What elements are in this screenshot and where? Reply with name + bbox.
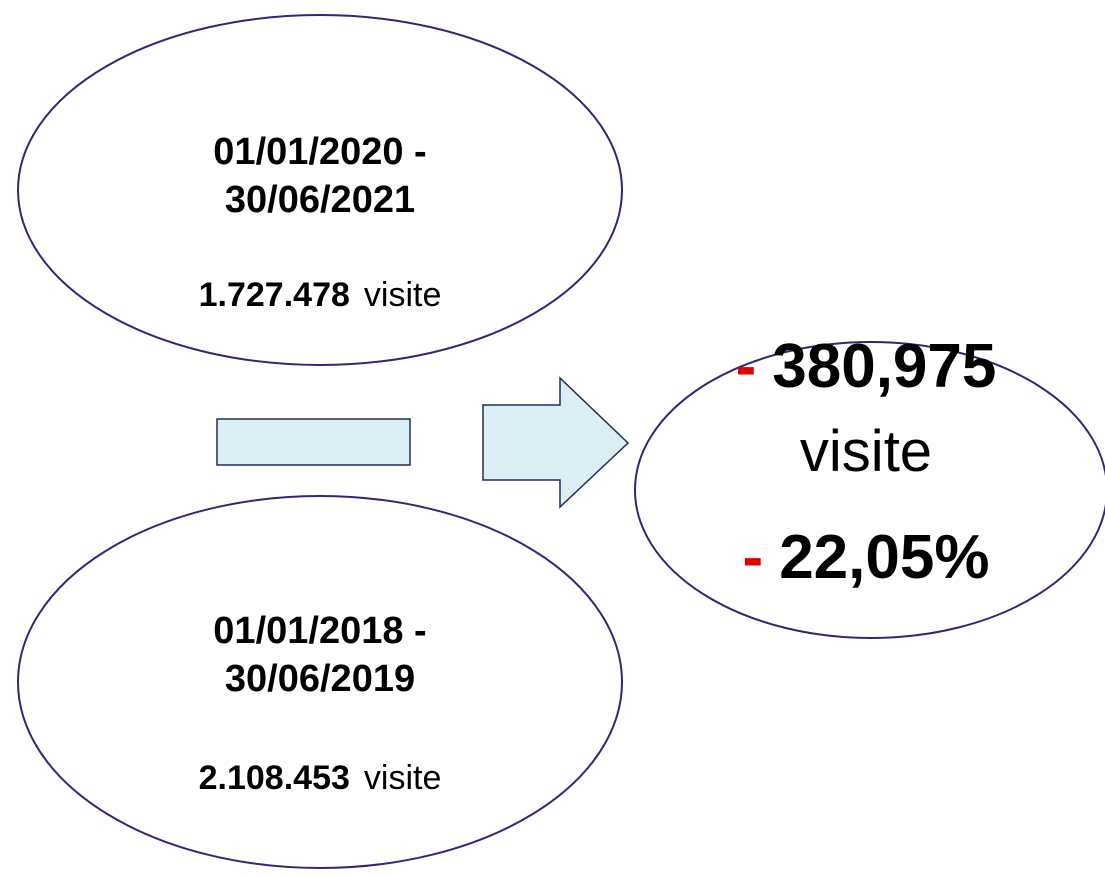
- previous-period-start: 01/01/2018 -: [213, 610, 426, 652]
- difference-sign: -: [736, 332, 757, 401]
- result-ellipse: [634, 341, 1105, 639]
- result-unit: visite: [800, 419, 932, 484]
- previous-unit: visite: [364, 759, 441, 797]
- previous-period-ellipse: [17, 495, 623, 869]
- arrow: [482, 376, 630, 509]
- current-period-ellipse: [17, 14, 623, 366]
- percent-sign: -: [743, 523, 764, 592]
- previous-count-line: 2.108.453 visite: [199, 759, 442, 797]
- current-unit: visite: [364, 276, 441, 314]
- current-period-end: 30/06/2021: [225, 179, 415, 221]
- previous-period-end: 30/06/2019: [225, 658, 415, 700]
- current-count: 1.727.478: [199, 276, 350, 314]
- percent-line: -22,05%: [743, 523, 990, 592]
- difference: 380,975: [772, 332, 996, 401]
- minus-operator: [216, 418, 411, 466]
- current-count-line: 1.727.478 visite: [199, 276, 442, 314]
- current-period-start: 01/01/2020 -: [213, 131, 426, 173]
- difference-line: -380,975: [736, 332, 997, 401]
- percent: 22,05%: [779, 523, 989, 592]
- previous-count: 2.108.453: [199, 759, 350, 797]
